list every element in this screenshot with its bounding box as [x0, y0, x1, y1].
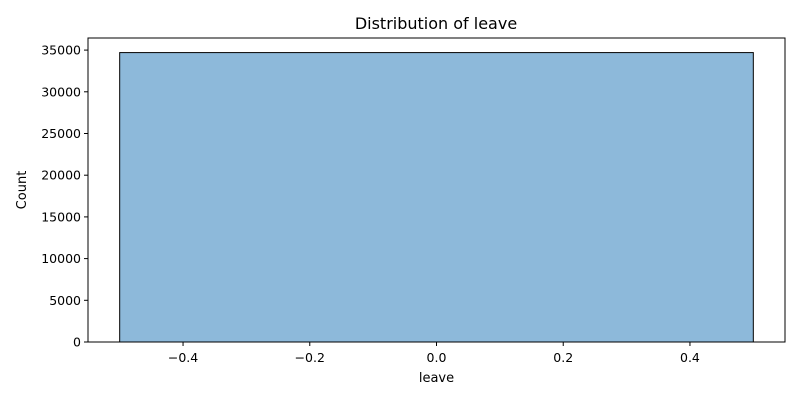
y-tick-label: 0 — [73, 335, 81, 350]
chart-title: Distribution of leave — [355, 14, 517, 33]
bars-group — [119, 52, 754, 343]
y-axis-label: Count — [15, 171, 30, 210]
y-tick-label: 35000 — [41, 43, 81, 58]
x-tick-label: 0.4 — [680, 350, 700, 365]
x-tick-label: 0.2 — [553, 350, 573, 365]
x-tick-label: 0.0 — [427, 350, 447, 365]
y-tick-label: 5000 — [49, 293, 81, 308]
y-axis-ticks: 0 5000 10000 15000 20000 25000 30000 35000 — [41, 43, 88, 350]
y-tick-label: 10000 — [41, 251, 81, 266]
y-tick-label: 20000 — [41, 168, 81, 183]
histogram-bar-0 — [119, 52, 754, 343]
plot-area: −0.4 −0.2 0.0 0.2 0.4 0 5000 10000 15000 20000 25… — [41, 37, 786, 365]
x-tick-label: −0.4 — [168, 350, 198, 365]
x-axis-label: leave — [419, 371, 454, 386]
y-tick-label: 25000 — [41, 126, 81, 141]
y-tick-label: 15000 — [41, 209, 81, 224]
x-axis-ticks: −0.4 −0.2 0.0 0.2 0.4 — [168, 342, 700, 365]
x-tick-label: −0.2 — [295, 350, 325, 365]
y-tick-label: 30000 — [41, 84, 81, 99]
